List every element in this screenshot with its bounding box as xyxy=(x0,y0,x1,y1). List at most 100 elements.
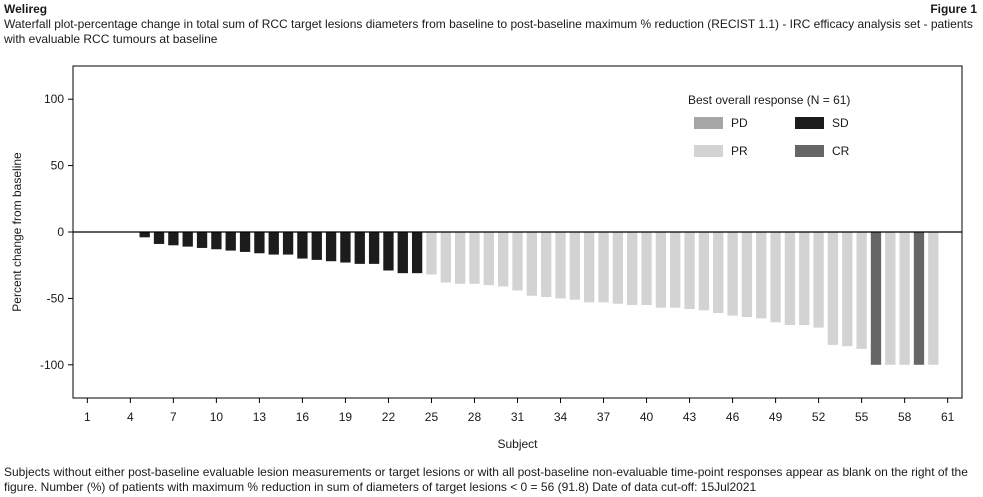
legend-label-pd: PD xyxy=(731,116,748,130)
bar-subject-50 xyxy=(784,232,796,325)
bar-subject-41 xyxy=(655,232,667,308)
bar-subject-7 xyxy=(168,232,179,246)
bar-subject-35 xyxy=(569,232,581,300)
bar-subject-15 xyxy=(282,232,294,255)
y-axis-label: Percent change from baseline xyxy=(10,152,24,312)
y-tick-label: 100 xyxy=(44,92,64,106)
x-tick-label: 61 xyxy=(941,410,955,424)
bar-subject-37 xyxy=(598,232,609,303)
bar-subject-28 xyxy=(469,232,480,284)
x-tick-label: 34 xyxy=(554,410,568,424)
bar-subject-27 xyxy=(454,232,466,284)
bar-subject-29 xyxy=(483,232,494,286)
bar-subject-22 xyxy=(383,232,394,271)
x-tick-label: 22 xyxy=(382,410,396,424)
legend-swatch-cr xyxy=(795,145,824,157)
x-tick-label: 55 xyxy=(855,410,869,424)
legend: Best overall response (N = 61) PD SD PR CR xyxy=(688,93,850,158)
legend-label-sd: SD xyxy=(832,116,849,130)
x-tick-label: 10 xyxy=(210,410,224,424)
bar-subject-14 xyxy=(268,232,279,255)
y-axis: 100 50 0 -50 -100 xyxy=(40,92,73,372)
bar-subject-10 xyxy=(211,232,222,250)
x-tick-label: 40 xyxy=(640,410,654,424)
bar-subject-26 xyxy=(440,232,451,283)
x-tick-label: 58 xyxy=(898,410,912,424)
bar-subject-38 xyxy=(612,232,624,304)
bar-subject-60 xyxy=(928,232,939,365)
bar-subject-21 xyxy=(368,232,380,264)
bar-subject-20 xyxy=(354,232,365,264)
bar-subject-40 xyxy=(641,232,652,306)
bar-subject-46 xyxy=(727,232,738,316)
bar-subject-18 xyxy=(325,232,337,262)
legend-label-cr: CR xyxy=(832,144,850,158)
bar-subject-44 xyxy=(698,232,710,311)
x-tick-label: 7 xyxy=(170,410,177,424)
bar-subject-39 xyxy=(627,232,638,306)
bar-subject-33 xyxy=(541,232,552,298)
bar-subject-56 xyxy=(870,232,882,365)
bar-subject-34 xyxy=(555,232,566,299)
bar-subject-48 xyxy=(756,232,767,319)
product-name: Welireg xyxy=(4,2,48,16)
bar-subject-51 xyxy=(799,232,810,325)
figure-label: Figure 1 xyxy=(930,2,977,16)
bar-subject-24 xyxy=(411,232,423,274)
bar-subject-8 xyxy=(182,232,193,247)
bar-subject-57 xyxy=(885,232,896,365)
x-tick-label: 37 xyxy=(597,410,611,424)
chart-title: Waterfall plot-percentage change in tota… xyxy=(4,17,973,46)
x-tick-label: 49 xyxy=(769,410,783,424)
bar-subject-9 xyxy=(196,232,208,248)
bar-subject-36 xyxy=(584,232,595,303)
x-tick-label: 4 xyxy=(127,410,134,424)
y-tick-label: -100 xyxy=(40,358,64,372)
bar-subject-16 xyxy=(297,232,308,259)
footnote: Subjects without either post-baseline ev… xyxy=(4,465,968,494)
bars-layer xyxy=(139,232,939,365)
bar-subject-47 xyxy=(741,232,753,317)
x-tick-label: 13 xyxy=(253,410,267,424)
bar-subject-58 xyxy=(899,232,910,365)
bar-subject-55 xyxy=(856,232,867,349)
bar-subject-52 xyxy=(813,232,824,328)
legend-swatch-sd xyxy=(795,117,824,129)
bar-subject-43 xyxy=(684,232,695,310)
x-tick-label: 43 xyxy=(683,410,697,424)
bar-subject-45 xyxy=(713,232,724,314)
bar-subject-49 xyxy=(770,232,781,323)
bar-subject-59 xyxy=(913,232,925,365)
y-tick-label: 50 xyxy=(51,159,65,173)
bar-subject-19 xyxy=(340,232,351,263)
bar-subject-42 xyxy=(670,232,681,308)
y-tick-label: 0 xyxy=(57,225,64,239)
bar-subject-54 xyxy=(842,232,853,347)
legend-swatch-pd xyxy=(694,117,723,129)
bar-subject-11 xyxy=(225,232,236,251)
x-tick-label: 16 xyxy=(296,410,310,424)
legend-label-pr: PR xyxy=(731,144,748,158)
bar-subject-23 xyxy=(397,232,408,274)
x-axis: 1 4 7 10 13 16 19 22 25 28 31 34 37 40 43 46 49 52 55 58 61 xyxy=(84,398,955,424)
legend-swatch-pr xyxy=(694,145,723,157)
x-tick-label: 19 xyxy=(339,410,353,424)
legend-title: Best overall response (N = 61) xyxy=(688,93,850,107)
bar-subject-5 xyxy=(139,232,150,238)
bar-subject-25 xyxy=(426,232,437,275)
bar-subject-6 xyxy=(153,232,165,244)
bar-subject-31 xyxy=(512,232,523,291)
bar-subject-53 xyxy=(827,232,839,345)
y-tick-label: -50 xyxy=(47,291,65,305)
x-tick-label: 25 xyxy=(425,410,439,424)
x-tick-label: 1 xyxy=(84,410,91,424)
bar-subject-32 xyxy=(526,232,537,296)
x-tick-label: 46 xyxy=(726,410,740,424)
bar-subject-13 xyxy=(254,232,265,254)
bar-subject-30 xyxy=(498,232,509,287)
x-tick-label: 31 xyxy=(511,410,525,424)
bar-subject-12 xyxy=(239,232,251,252)
bar-subject-17 xyxy=(311,232,322,260)
x-tick-label: 28 xyxy=(468,410,482,424)
